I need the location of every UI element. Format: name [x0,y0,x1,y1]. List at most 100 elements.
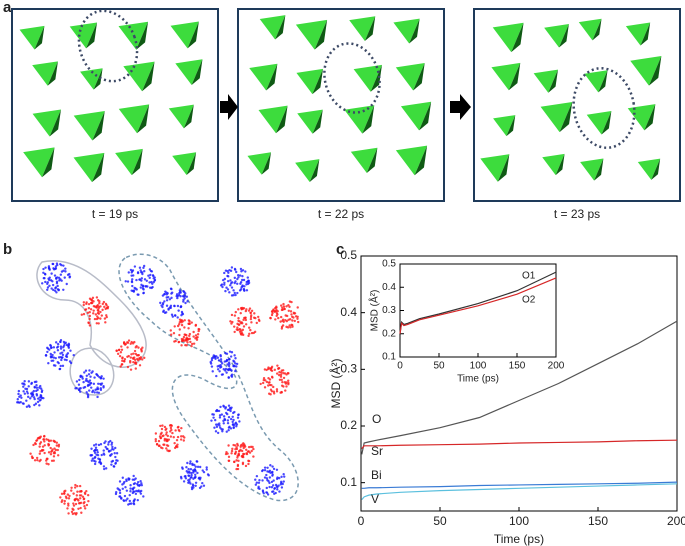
atom [240,278,244,282]
atom [47,362,50,365]
atom [148,268,152,271]
tetrahedron-face [47,61,58,86]
atom [269,317,272,320]
atom [59,347,63,350]
tetrahedron [175,59,203,86]
atom [240,270,243,273]
atom [173,340,176,343]
atom [165,431,168,434]
atom [224,351,227,355]
atom [270,480,274,484]
tetrahedron-face [314,19,328,50]
atom [87,302,91,306]
atom [291,325,294,328]
tetrahedron [480,154,510,182]
tetrahedron-face [261,152,272,175]
atom [89,454,93,457]
atom [126,365,130,369]
atom [275,468,279,472]
atom [33,403,36,407]
atom [48,276,51,279]
atom [36,458,39,462]
atom [142,284,145,288]
atom [67,504,70,507]
atom [261,479,264,482]
atom [236,416,240,419]
tetrahedron-face [191,59,203,86]
atom [249,311,252,314]
atom [219,405,222,409]
series-line [361,439,678,450]
atom [35,389,38,393]
atom [120,348,124,351]
atom [88,314,92,318]
atom [230,351,234,354]
atom [267,366,270,369]
atom [263,466,267,469]
atom [228,350,232,353]
atom [79,490,83,493]
atom [236,456,239,459]
atom [284,382,288,385]
atom [237,452,240,455]
atom [105,315,108,319]
atom [49,453,53,456]
atom [283,475,286,478]
atom [190,321,193,324]
atom [53,440,57,444]
atom [47,444,50,447]
tetrahedron-face [555,153,565,176]
atom [231,447,234,451]
atom [29,452,32,455]
tetrahedron [80,68,103,90]
atom [268,485,271,489]
atom [46,288,49,291]
atom [42,396,45,400]
atom [18,395,21,399]
atom [230,406,233,409]
atom [22,390,25,393]
atom [41,445,45,448]
atom [88,379,92,382]
atom [97,305,101,309]
tetrahedron-face [601,111,612,135]
tetrahedron-face [309,159,320,183]
atom [93,449,97,452]
atom [236,282,239,286]
atom [263,386,267,389]
atom [153,276,156,279]
atom [70,510,74,514]
atom [52,455,56,458]
atom [54,267,57,271]
atom [148,276,151,280]
atom [257,315,260,319]
tetrahedron [584,70,608,93]
atom [99,443,103,446]
atom [138,364,142,367]
atom [279,320,282,323]
atom [188,337,192,341]
atom [178,429,181,433]
atom [212,413,215,416]
atom [83,505,86,508]
atom [182,480,186,483]
atom [280,327,284,330]
atom [132,482,136,486]
atom [114,446,117,450]
atom [183,297,186,300]
atom [239,306,243,310]
atom [254,316,257,320]
atom [247,309,251,312]
tetrahedron [627,104,656,131]
atom [227,376,230,379]
atom [280,486,284,489]
atom [39,398,42,402]
atom [190,344,193,348]
atom [91,296,95,300]
atom [56,448,60,452]
atom [291,319,294,322]
atom [249,317,253,321]
atom [115,459,118,462]
tetrahedron-face [275,15,286,40]
tetrahedron-face [497,154,510,182]
